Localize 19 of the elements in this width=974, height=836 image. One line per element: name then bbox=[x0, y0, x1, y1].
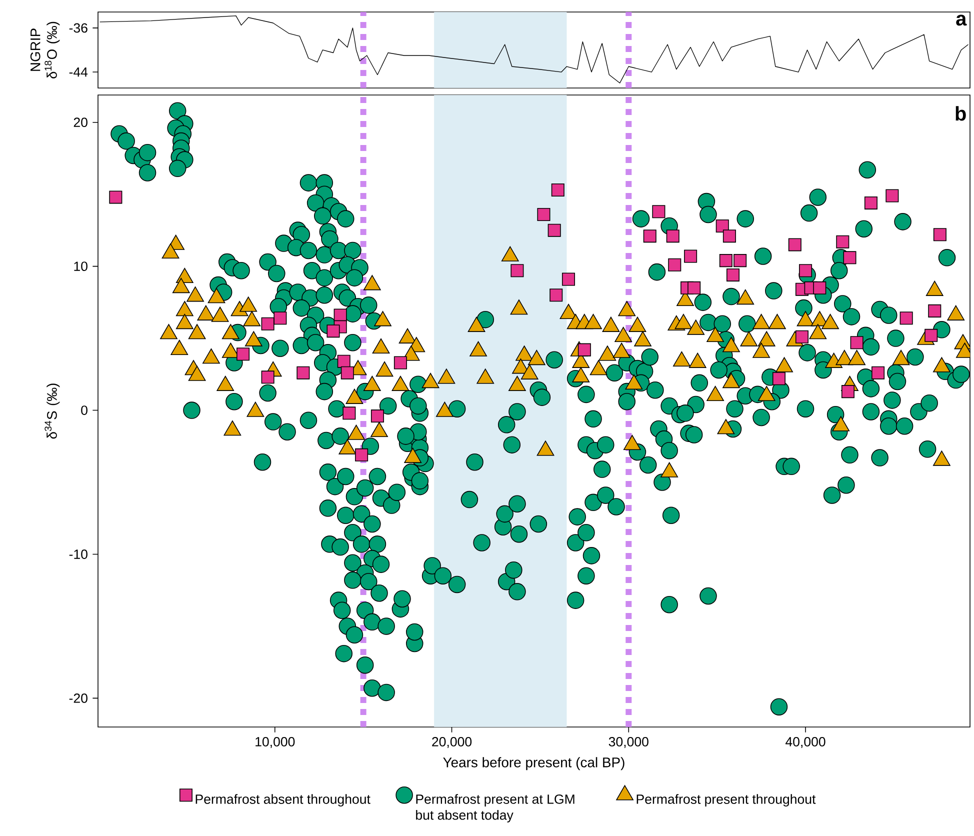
legend-label: Permafrost present at LGM but absent today bbox=[416, 794, 574, 822]
x-tick-label: 30,000 bbox=[608, 737, 648, 748]
y-axis-title: δ$^{34}$S (‰) bbox=[44, 384, 60, 439]
x-tick-label: 20,000 bbox=[432, 737, 472, 748]
x-axis-title: Years before present (cal BP) bbox=[443, 757, 624, 770]
y-tick-label: -36 bbox=[69, 23, 88, 33]
annotation: a bbox=[956, 14, 967, 26]
y-tick-label: 10 bbox=[74, 262, 88, 272]
y-tick-label: -20 bbox=[69, 694, 88, 703]
legend-label: Permafrost absent throughout bbox=[196, 794, 370, 806]
annotation: b bbox=[956, 106, 966, 121]
y-tick-label: 0 bbox=[81, 406, 88, 415]
y-tick-label: -10 bbox=[69, 550, 88, 559]
y-axis-title: NGRIP δ$^{18}$O (‰) bbox=[30, 22, 60, 78]
x-tick-label: 40,000 bbox=[786, 737, 826, 748]
legend-label: Permafrost present throughout bbox=[636, 794, 816, 806]
y-tick-label: -44 bbox=[69, 67, 88, 77]
x-tick-label: 10,000 bbox=[256, 737, 295, 748]
y-tick-label: 20 bbox=[74, 118, 88, 128]
